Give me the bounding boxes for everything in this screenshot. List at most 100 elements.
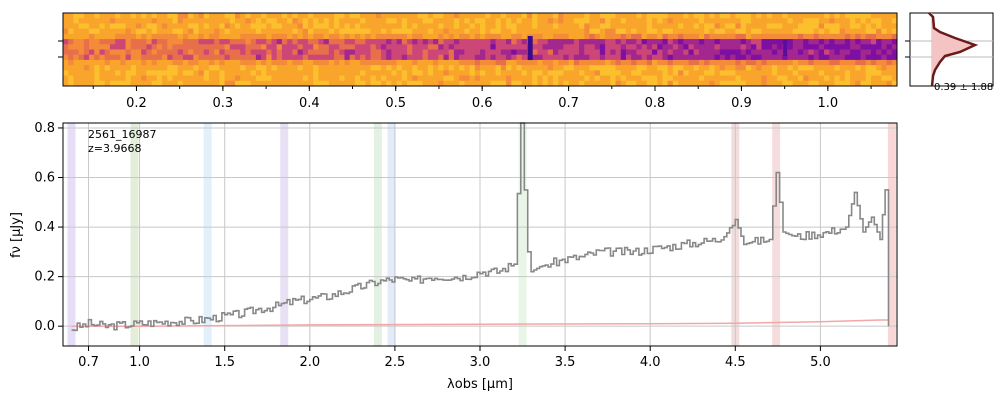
heatmap-cell bbox=[344, 59, 351, 66]
heatmap-cell bbox=[521, 23, 528, 30]
heatmap-cell bbox=[78, 80, 85, 87]
heatmap-cell bbox=[344, 28, 351, 35]
heatmap-cell bbox=[839, 18, 846, 24]
heatmap-cell bbox=[141, 39, 147, 45]
heatmap-cell bbox=[380, 39, 387, 45]
heatmap-cell bbox=[714, 44, 721, 50]
heatmap-cell bbox=[730, 28, 736, 35]
heatmap-cell bbox=[777, 44, 783, 50]
heatmap-cell bbox=[511, 80, 517, 87]
heatmap-cell bbox=[307, 70, 314, 77]
heatmap-cell bbox=[662, 33, 669, 40]
heatmap-cell bbox=[255, 70, 262, 77]
heatmap-cell bbox=[354, 75, 361, 82]
y-tick-label: 0.0 bbox=[34, 319, 55, 334]
heatmap-cell bbox=[678, 23, 684, 30]
heatmap-cell bbox=[620, 39, 627, 45]
heatmap-cell bbox=[563, 65, 570, 71]
heatmap-cell bbox=[886, 75, 893, 82]
heatmap-cell bbox=[214, 54, 220, 61]
heatmap-cell bbox=[719, 59, 726, 66]
heatmap-cell bbox=[730, 59, 736, 66]
heatmap-cell bbox=[652, 33, 658, 40]
heatmap-cell bbox=[375, 80, 382, 87]
heatmap-cell bbox=[672, 23, 679, 30]
heatmap-cell bbox=[104, 70, 111, 77]
heatmap-cell bbox=[474, 33, 481, 40]
heatmap-cell bbox=[344, 70, 351, 77]
heatmap-cell bbox=[417, 44, 424, 50]
heatmap-cell bbox=[803, 13, 809, 19]
heatmap-cell bbox=[662, 70, 669, 77]
heatmap-cell bbox=[876, 28, 882, 35]
heatmap-cell bbox=[516, 49, 523, 56]
heatmap-cell bbox=[881, 59, 888, 66]
heatmap-cell bbox=[704, 80, 710, 87]
heatmap-cell bbox=[599, 65, 606, 71]
heatmap-cell bbox=[68, 39, 74, 45]
heatmap-cell bbox=[542, 70, 549, 77]
heatmap-cell bbox=[552, 80, 559, 87]
heatmap-cell bbox=[563, 18, 570, 24]
heatmap-cell bbox=[641, 49, 648, 56]
heatmap-cell bbox=[657, 18, 663, 24]
heatmap-cell bbox=[245, 33, 252, 40]
heatmap-cell bbox=[542, 18, 549, 24]
heatmap-cell bbox=[818, 75, 825, 82]
heatmap-cell bbox=[386, 44, 392, 50]
heatmap-cell bbox=[542, 23, 549, 30]
heatmap-cell bbox=[135, 44, 142, 50]
heatmap-cell bbox=[99, 23, 106, 30]
heatmap-cell bbox=[756, 65, 762, 71]
heatmap-cell bbox=[459, 59, 465, 66]
heatmap-cell bbox=[412, 80, 418, 87]
heatmap-cell bbox=[500, 28, 507, 35]
heatmap-cell bbox=[657, 28, 663, 35]
heatmap-cell bbox=[579, 75, 585, 82]
heatmap-cell bbox=[214, 75, 220, 82]
heatmap-cell bbox=[886, 13, 893, 19]
heatmap-cell bbox=[636, 13, 643, 19]
heatmap-cell bbox=[777, 65, 783, 71]
heatmap-cell bbox=[511, 65, 517, 71]
heatmap-cell bbox=[771, 80, 778, 87]
heatmap-cell bbox=[360, 49, 366, 56]
heatmap-cell bbox=[860, 70, 867, 77]
heatmap-cell bbox=[792, 18, 799, 24]
heatmap-cell bbox=[99, 33, 106, 40]
heatmap-cell bbox=[870, 49, 877, 56]
heatmap-cell bbox=[751, 49, 757, 56]
heatmap-cell bbox=[865, 54, 872, 61]
heatmap-cell bbox=[427, 59, 434, 66]
heatmap-cell bbox=[427, 23, 434, 30]
heatmap-cell bbox=[652, 28, 658, 35]
heatmap-cell bbox=[516, 13, 523, 19]
heatmap-cell bbox=[511, 28, 517, 35]
heatmap-cell bbox=[214, 59, 220, 66]
heatmap-cell bbox=[787, 59, 794, 66]
heatmap-cell bbox=[464, 65, 471, 71]
heatmap-cell bbox=[599, 49, 606, 56]
heatmap-cell bbox=[855, 13, 862, 19]
heatmap-cell bbox=[63, 18, 69, 24]
heatmap-cell bbox=[719, 70, 726, 77]
heatmap-cell bbox=[495, 23, 502, 30]
heatmap-cell bbox=[433, 49, 439, 56]
heatmap-cell bbox=[813, 70, 820, 77]
heatmap-cell bbox=[516, 75, 523, 82]
heatmap-cell bbox=[678, 33, 684, 40]
profile-line bbox=[928, 12, 979, 87]
heatmap-cell bbox=[714, 65, 721, 71]
heatmap-cell bbox=[735, 80, 742, 87]
heatmap-cell bbox=[542, 49, 549, 56]
heatmap-cell bbox=[678, 80, 684, 87]
heatmap-cell bbox=[688, 39, 695, 45]
heatmap-cell bbox=[334, 23, 340, 30]
heatmap-cell bbox=[334, 44, 340, 50]
heatmap-cell bbox=[203, 59, 210, 66]
heatmap-cell bbox=[459, 49, 465, 56]
heatmap-cell bbox=[724, 28, 731, 35]
heatmap-cell bbox=[302, 23, 309, 30]
heatmap-cell bbox=[615, 65, 622, 71]
heatmap-cell bbox=[109, 54, 116, 61]
